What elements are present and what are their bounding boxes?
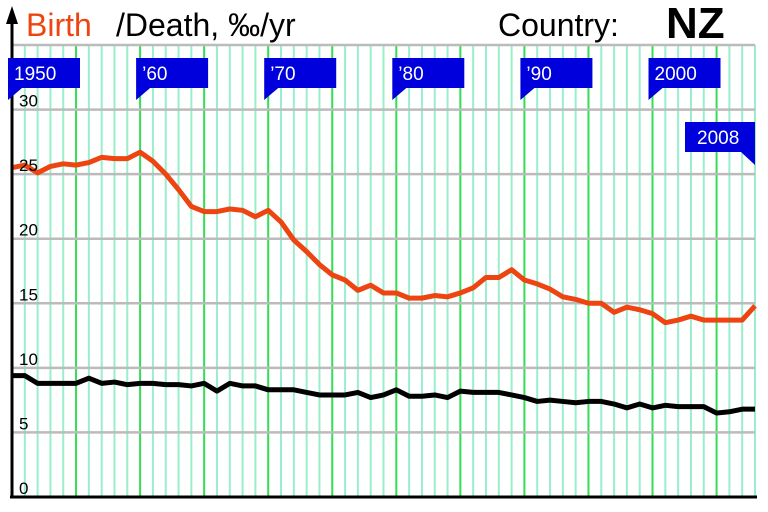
x-tick-label: ’90 (526, 64, 551, 85)
y-tick-label: 0 (19, 479, 28, 498)
x-tick-label: ’70 (270, 64, 295, 85)
y-axis-arrow (6, 6, 18, 24)
x-tick-flag (392, 58, 465, 100)
y-tick-label: 5 (19, 414, 28, 433)
legend-birth: Birth (26, 7, 92, 43)
country: NZ (666, 0, 725, 48)
x-tick-flag (8, 58, 80, 100)
series-line (11, 149, 757, 326)
x-tick-flag (685, 122, 755, 165)
lines (11, 149, 757, 416)
grid (11, 43, 756, 499)
y-tick-label: 25 (19, 156, 38, 175)
x-tick-label: ’60 (142, 64, 167, 85)
x-tick-flag (520, 58, 593, 100)
y-tick-label: 20 (19, 221, 38, 240)
x-tick-label: 2008 (697, 128, 739, 149)
x-tick-label: 1950 (14, 64, 56, 85)
chart-title: /Death, ‰/yr (116, 7, 296, 43)
series-line (12, 373, 755, 416)
y-tick-label: 15 (19, 285, 38, 304)
x-tick-label: 2000 (655, 64, 697, 85)
flags: 1950 ’60 ’70 ’80 ’90 2000 2008 (8, 58, 755, 165)
x-tick-label: ’80 (398, 64, 423, 85)
country-label: Country: (498, 7, 619, 43)
x-tick-flag (648, 58, 721, 100)
x-tick-flag (264, 58, 337, 100)
x-tick-flag (136, 58, 209, 100)
y-tick-label: 10 (19, 350, 38, 369)
y-tick-label: 30 (19, 92, 38, 111)
